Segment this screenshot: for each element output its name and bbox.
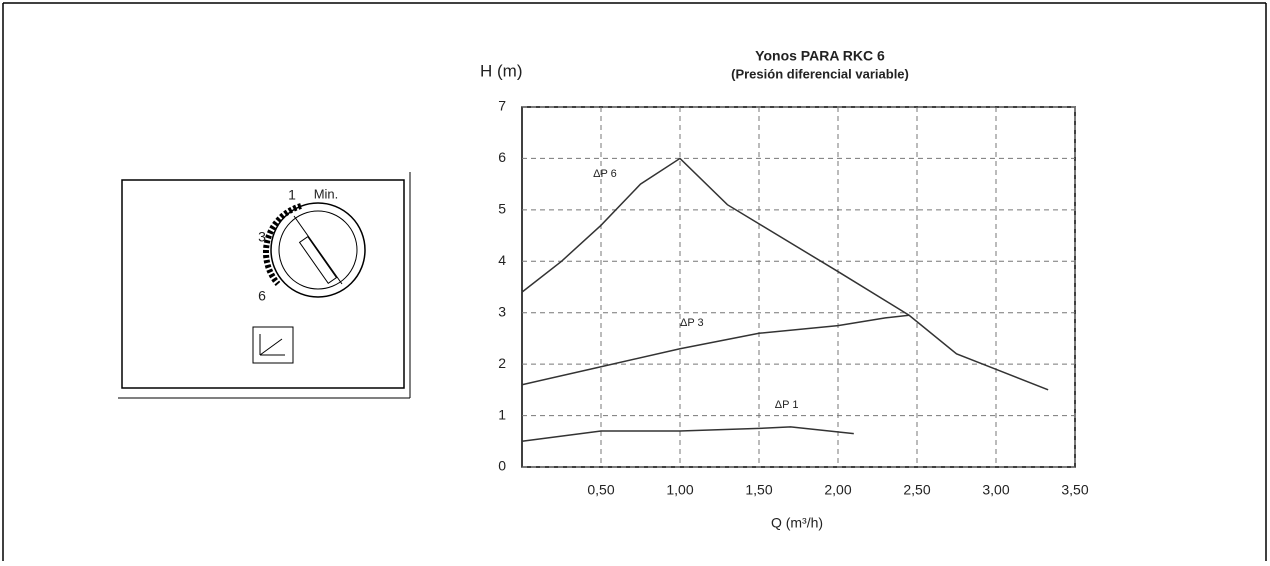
x-tick-label: 3,50 (1061, 482, 1088, 498)
x-tick-label: 1,50 (745, 482, 772, 498)
curve-label: ΔP 1 (775, 399, 799, 411)
x-axis-label: Q (m³/h) (771, 515, 823, 531)
control-panel (118, 172, 411, 399)
curve (521, 314, 910, 386)
curve-label: ΔP 6 (593, 168, 617, 180)
chart-title: Yonos PARA RKC 6 (755, 48, 885, 64)
dial-label: 1 (288, 187, 296, 203)
x-tick-label: 0,50 (587, 482, 614, 498)
y-tick-label: 0 (498, 458, 506, 474)
y-tick-label: 1 (498, 406, 506, 422)
y-tick-label: 5 (498, 201, 506, 217)
plot-area (521, 106, 1076, 468)
x-tick-label: 2,50 (903, 482, 930, 498)
y-tick-label: 6 (498, 149, 506, 165)
dial-label: Min. (314, 186, 339, 201)
curve (521, 426, 854, 443)
chart-subtitle: (Presión diferencial variable) (731, 66, 909, 81)
curve (521, 157, 1049, 391)
x-tick-label: 1,00 (666, 482, 693, 498)
dial-label: 3 (258, 229, 266, 245)
x-tick-label: 2,00 (824, 482, 851, 498)
dial-label: 6 (258, 288, 266, 304)
y-axis-label: H (m) (480, 61, 522, 80)
y-tick-label: 2 (498, 355, 506, 371)
curve-label: ΔP 3 (680, 317, 704, 329)
y-tick-label: 7 (498, 98, 506, 114)
y-tick-label: 4 (498, 252, 506, 268)
x-tick-label: 3,00 (982, 482, 1009, 498)
y-tick-label: 3 (498, 303, 506, 319)
